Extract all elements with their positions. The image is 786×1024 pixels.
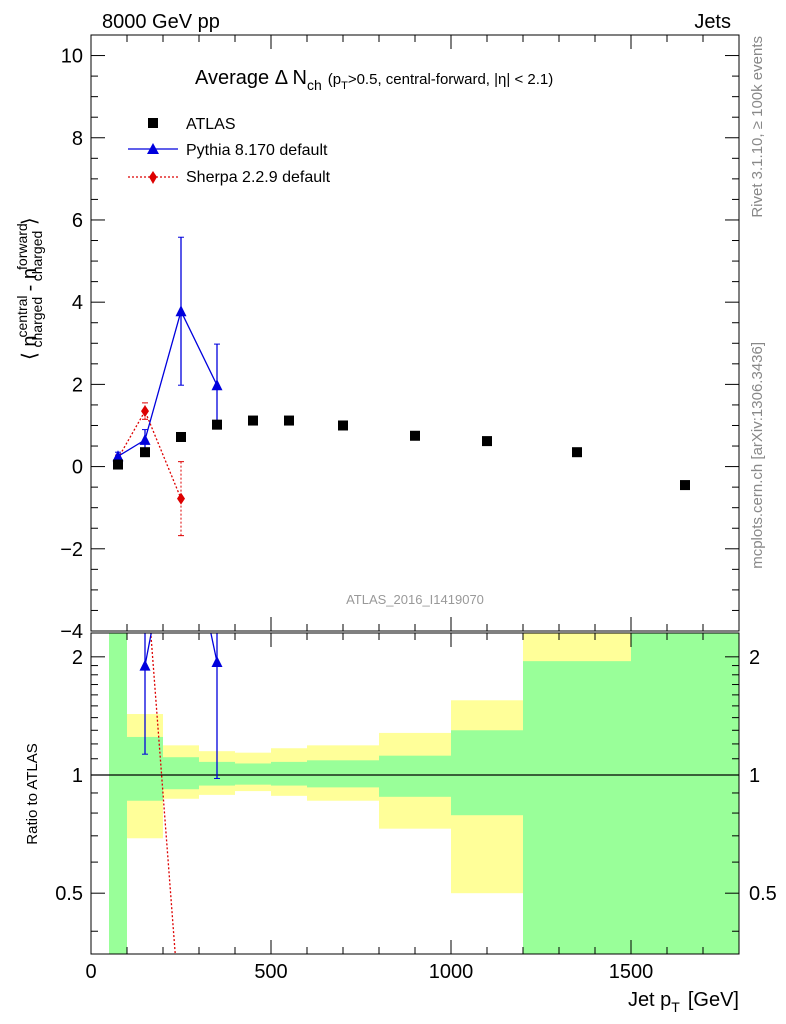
pythia-point (112, 450, 124, 462)
atlas-point (572, 447, 582, 458)
ratio-y-tick-label: 0.5 (55, 883, 83, 905)
y-tick-label: −4 (60, 621, 83, 643)
pythia-point (139, 433, 151, 445)
legend-label-sherpa: Sherpa 2.2.9 default (186, 169, 331, 186)
ratio-series (91, 633, 739, 954)
side-label-rivet: Rivet 3.1.10, ≥ 100k events (749, 36, 766, 218)
y-axis-label: ⟨ ncentralcharged - nforwardcharged ⟩ (14, 217, 45, 360)
analysis-watermark: ATLAS_2016_I1419070 (346, 592, 484, 607)
atlas-point (212, 419, 222, 430)
ratio-band-inner (109, 633, 127, 954)
ratio-bands (109, 633, 739, 954)
ratio-band-inner (271, 761, 307, 786)
ratio-band-inner (235, 763, 271, 785)
atlas-point (680, 480, 690, 491)
sherpa-point (177, 492, 185, 505)
ratio-panel: 0.5 0.5 1 1 2 2 0 500 1000 1500 Ratio to ATLAS Je… (24, 632, 777, 1015)
top-series (112, 236, 690, 537)
y-tick-label: 8 (72, 128, 83, 150)
x-tick-label: 1500 (609, 961, 654, 983)
atlas-point (140, 447, 150, 458)
x-axis-label: Jet pT [GeV] (628, 989, 739, 1015)
main-panel-frame (90, 34, 740, 632)
pythia-ratio-point (211, 656, 223, 668)
atlas-point (176, 431, 186, 442)
ratio-y-tick-label-right: 2 (749, 647, 760, 669)
atlas-point (284, 415, 294, 426)
ratio-band-inner (379, 755, 451, 797)
atlas-point (482, 436, 492, 447)
sherpa-ratio-line (150, 633, 176, 954)
pythia-ratio-line (144, 633, 152, 666)
ratio-band-inner (523, 661, 631, 954)
pythia-point (211, 379, 223, 391)
ratio-ticks: 0.5 0.5 1 1 2 2 0 500 1000 1500 (55, 633, 777, 983)
main-panel: −4 −2 0 2 4 6 8 10 Average Δ Nch (pT>0.5, centra… (14, 34, 740, 643)
ratio-panel-frame (90, 632, 740, 955)
legend-label-pythia: Pythia 8.170 default (186, 142, 328, 159)
y-tick-label: 0 (72, 457, 83, 479)
ratio-y-axis-label: Ratio to ATLAS (24, 743, 41, 844)
y-tick-label: 2 (72, 374, 83, 396)
sherpa-point (141, 405, 149, 418)
x-tick-label: 0 (85, 961, 96, 983)
ratio-band-inner (307, 760, 379, 788)
legend: ATLAS Pythia 8.170 default Sherpa 2.2.9 … (128, 116, 331, 186)
atlas-point (338, 420, 348, 431)
ratio-band-inner (163, 757, 199, 790)
header-right: Jets (694, 11, 731, 33)
ratio-band-inner (631, 633, 739, 954)
x-tick-label: 1000 (429, 961, 474, 983)
y-tick-label: 10 (61, 46, 83, 68)
pythia-ratio-point (139, 659, 151, 671)
chart-title: Average Δ Nch (pT>0.5, central-forward, |… (195, 67, 553, 93)
y-tick-label: 6 (72, 210, 83, 232)
ratio-y-tick-label-right: 0.5 (749, 883, 777, 905)
legend-marker-pythia (147, 143, 159, 154)
pythia-line (117, 309, 218, 457)
pythia-point (175, 305, 187, 317)
ratio-y-tick-label: 1 (72, 765, 83, 787)
top-ticks: −4 −2 0 2 4 6 8 10 (60, 34, 740, 643)
pythia-ratio-line (210, 633, 218, 663)
ratio-band-inner (451, 730, 523, 816)
ratio-y-tick-label: 2 (72, 647, 83, 669)
legend-marker-atlas (148, 118, 158, 128)
legend-label-atlas: ATLAS (186, 116, 236, 133)
atlas-point (113, 459, 123, 470)
header-left: 8000 GeV pp (102, 11, 220, 33)
x-tick-label: 500 (254, 961, 287, 983)
sherpa-line (117, 409, 182, 499)
side-label-mcplots: mcplots.cern.ch [arXiv:1306.3436] (749, 342, 766, 569)
ratio-y-tick-label-right: 1 (749, 765, 760, 787)
legend-marker-sherpa (149, 171, 157, 184)
y-tick-label: −2 (60, 539, 83, 561)
atlas-point (410, 430, 420, 441)
atlas-point (248, 415, 258, 426)
y-tick-label: 4 (72, 292, 83, 314)
